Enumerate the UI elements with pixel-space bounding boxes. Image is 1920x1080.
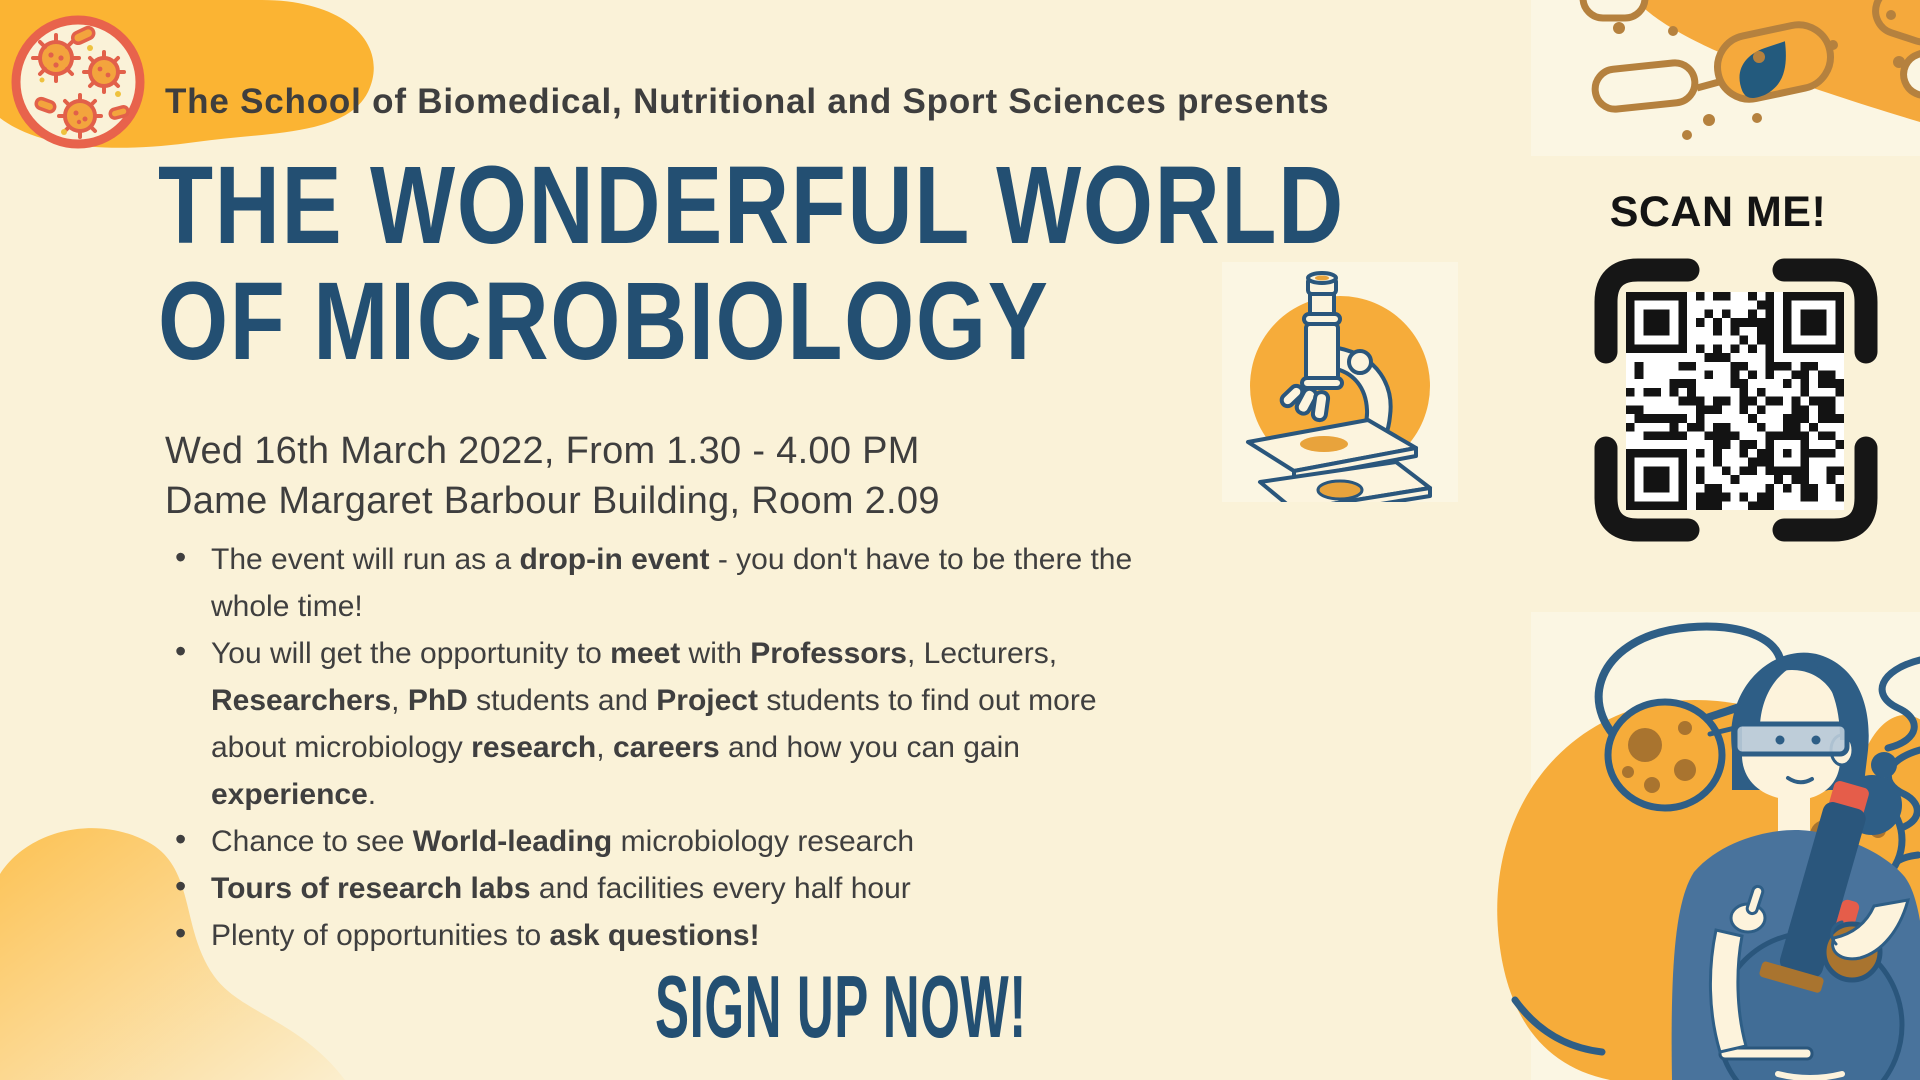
sign-up-cta: SIGN UP NOW! — [655, 957, 1027, 1056]
title-line-2: OF MICROBIOLOGY — [158, 260, 1050, 383]
event-details: Wed 16th March 2022, From 1.30 - 4.00 PM… — [165, 426, 940, 526]
qr-frame — [1594, 258, 1878, 542]
petri-dish-icon — [11, 15, 145, 149]
bullet-item: Chance to see World-leading microbiology… — [165, 816, 1345, 865]
scan-me-label: SCAN ME! — [1609, 188, 1827, 236]
bullet-item: Tours of research labs and facilities ev… — [165, 863, 1345, 912]
qr-code — [1626, 292, 1844, 510]
bullet-list: The event will run as a drop-in event - … — [165, 534, 1345, 959]
bullet-item: Plenty of opportunities to ask questions… — [165, 910, 1345, 959]
bacteria-illustration — [1531, 0, 1920, 156]
title-line-1: THE WONDERFUL WORLD — [158, 144, 1345, 267]
bullet-item: The event will run as a drop-in event - … — [165, 534, 1345, 630]
microscope-illustration — [1222, 262, 1458, 502]
bullet-item: You will get the opportunity to meet wit… — [165, 628, 1345, 818]
page-title: THE WONDERFUL WORLD OF MICROBIOLOGY — [158, 148, 1345, 380]
presents-line: The School of Biomedical, Nutritional an… — [165, 82, 1330, 121]
event-datetime: Wed 16th March 2022, From 1.30 - 4.00 PM — [165, 430, 920, 472]
event-location: Dame Margaret Barbour Building, Room 2.0… — [165, 480, 940, 522]
scientist-illustration — [1497, 612, 1920, 1080]
